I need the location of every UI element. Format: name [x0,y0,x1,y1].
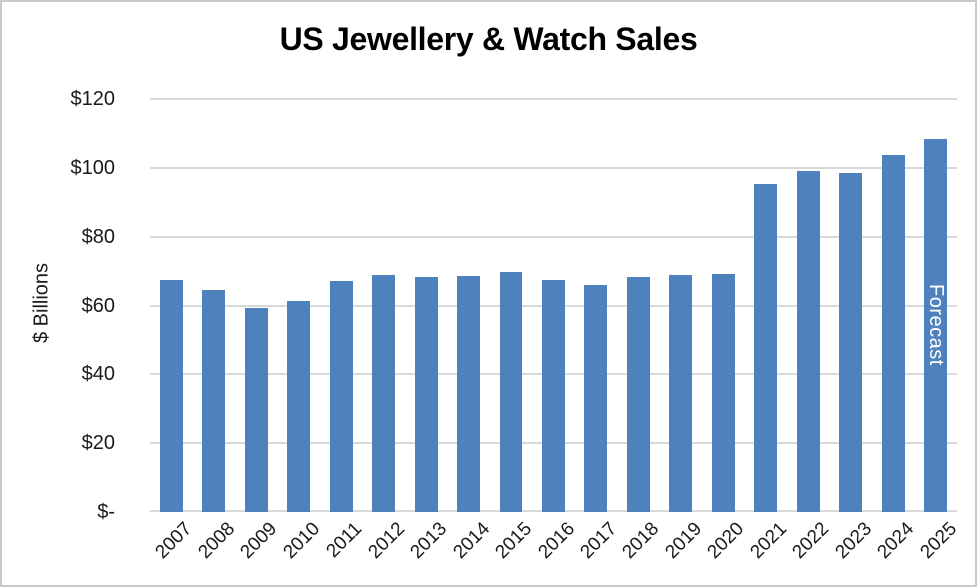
bar-2013 [414,276,438,512]
bar-slot-2016 [532,99,574,512]
x-tick-label-2013: 2013 [406,518,452,564]
x-tick-label-2012: 2012 [363,518,409,564]
x-tick-label-2009: 2009 [236,518,282,564]
bar-slot-2020 [702,99,744,512]
bar-2008 [202,290,226,512]
bar-slot-2013 [405,99,447,512]
y-tick-label-40: $40 [81,363,115,386]
bar-slot-2017 [575,99,617,512]
bar-2012 [372,274,396,512]
bar-slot-2024 [872,99,914,512]
bar-slot-2021 [745,99,787,512]
y-tick-label-120: $120 [70,88,116,110]
bar-2014 [457,275,480,512]
bar-2019 [669,274,693,512]
y-tick-label-20: $20 [81,432,115,455]
bar-slot-2022 [787,99,829,512]
x-tick-label-2022: 2022 [788,518,834,564]
x-tick-label-2010: 2010 [279,518,324,564]
gridline-100 [150,166,957,169]
bar-2010 [287,301,311,512]
bar-slot-2015 [490,99,532,512]
bar-2018 [626,276,650,512]
x-tick-label-2017: 2017 [576,518,622,564]
x-tick-label-2018: 2018 [618,518,664,564]
y-tick-label-100: $100 [70,156,116,179]
bar-slot-2007 [150,99,192,512]
bar-2025: Forecast [924,138,948,512]
x-tick-label-2024: 2024 [873,518,919,564]
x-tick-label-2016: 2016 [533,518,579,564]
bar-slot-2018 [617,99,659,512]
x-tick-label-2019: 2019 [661,518,707,564]
x-tick-label-2008: 2008 [194,518,239,564]
x-tick-label-2011: 2011 [322,518,367,563]
bar-slot-2023 [830,99,872,512]
y-tick-label-60: $60 [81,294,115,317]
bar-2016 [541,280,565,512]
bar-2015 [499,272,523,512]
bar-slot-2025: Forecast [914,99,956,512]
bar-2021 [754,184,778,512]
x-tick-label-2023: 2023 [831,518,876,564]
bar-slot-2008 [192,99,234,512]
bar-slot-2019 [660,99,702,512]
bar-2011 [329,281,353,512]
bar-slot-2012 [362,99,404,512]
bar-2007 [159,280,183,512]
bar-2017 [584,284,608,512]
x-tick-label-2021: 2021 [746,518,792,564]
y-tick-label-0: $- [97,501,115,523]
x-tick-label-2025: 2025 [916,518,961,564]
x-tick-label-2007: 2007 [151,518,197,564]
bar-slot-2014 [447,99,489,512]
bar-2023 [839,173,863,512]
x-tick-label-2020: 2020 [703,518,749,564]
bar-2022 [796,171,820,512]
forecast-label: Forecast [925,284,948,367]
plot-area: Forecast [150,98,957,512]
bar-slot-2011 [320,99,362,512]
gridline-120 [150,98,957,100]
bar-2009 [244,307,268,512]
bar-slot-2010 [277,99,319,512]
x-tick-label-2015: 2015 [491,518,537,564]
bar-slot-2009 [235,99,277,512]
bar-2020 [711,274,735,512]
y-tick-label-80: $80 [81,225,115,248]
x-tick-label-2014: 2014 [448,518,494,564]
chart-title: US Jewellery & Watch Sales [279,21,698,57]
gridline-80 [150,235,957,238]
bar-2024 [881,154,905,512]
